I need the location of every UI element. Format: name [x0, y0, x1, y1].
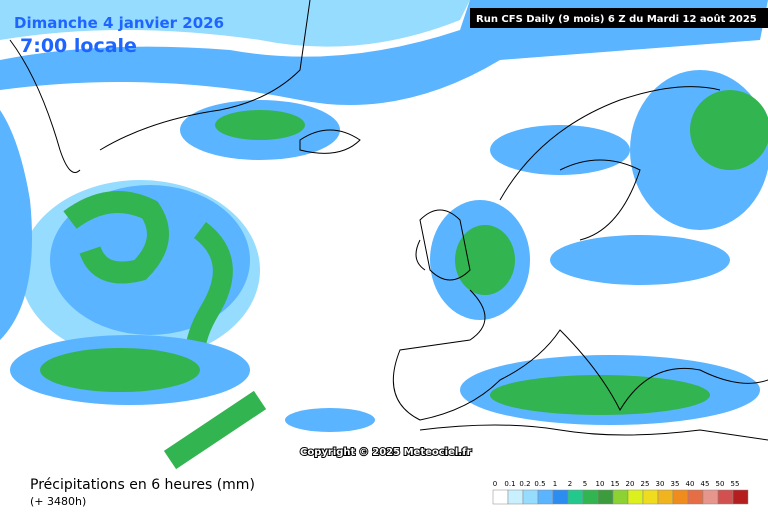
precip-area	[0, 0, 470, 47]
precip-band	[63, 191, 169, 284]
precip-area	[490, 375, 710, 415]
precip-band	[163, 390, 267, 470]
precip-area	[550, 235, 730, 285]
legend-swatch	[642, 489, 659, 505]
legend-tick: 25	[641, 480, 650, 488]
forecast-time: 7:00 locale	[20, 35, 137, 57]
legend-swatch	[732, 489, 749, 505]
legend-tick: 1	[553, 480, 557, 488]
legend-tick: 45	[701, 480, 710, 488]
product-title: Précipitations en 6 heures (mm)	[30, 477, 255, 493]
coastlines	[9, 0, 768, 441]
europe-coast	[392, 289, 768, 421]
greenland-coast	[9, 0, 311, 173]
run-info: Run CFS Daily (9 mois) 6 Z du Mardi 12 a…	[476, 13, 757, 25]
legend-swatch	[597, 489, 614, 505]
legend-tick: 40	[686, 480, 695, 488]
legend-swatch	[507, 489, 524, 505]
legend-swatch	[567, 489, 584, 505]
run-banner	[470, 8, 768, 28]
legend-tick: 10	[596, 480, 605, 488]
scandinavia-coast	[499, 86, 721, 241]
legend-swatch	[582, 489, 599, 505]
lead-time: (+ 3480h)	[30, 495, 86, 508]
legend-swatch	[552, 489, 569, 505]
legend-swatch	[612, 489, 629, 505]
precip-area	[215, 110, 305, 140]
precip-area	[0, 110, 32, 340]
legend-tick: 55	[731, 480, 740, 488]
precip-area	[40, 348, 200, 392]
legend-tick: 5	[583, 480, 587, 488]
british-isles-coast	[415, 209, 471, 281]
legend-tick: 0.2	[519, 480, 530, 488]
legend-tick: 20	[626, 480, 635, 488]
forecast-date: Dimanche 4 janvier 2026	[14, 14, 224, 32]
precip-area	[490, 125, 630, 175]
precip-area	[455, 225, 515, 295]
legend-swatch	[702, 489, 719, 505]
legend-swatch	[657, 489, 674, 505]
legend-tick: 0.1	[504, 480, 515, 488]
precip-area	[285, 408, 375, 432]
legend-tick: 0.5	[534, 480, 545, 488]
legend-tick: 35	[671, 480, 680, 488]
africa-coast	[419, 424, 768, 441]
legend-swatch	[522, 489, 539, 505]
legend-swatch	[717, 489, 734, 505]
precip-field	[0, 0, 768, 470]
legend-tick: 50	[716, 480, 725, 488]
legend-swatch	[627, 489, 644, 505]
legend-swatch	[672, 489, 689, 505]
legend-swatch	[687, 489, 704, 505]
legend-swatch	[537, 489, 554, 505]
legend-tick: 30	[656, 480, 665, 488]
legend: 0 0.1 0.2 0.5 1 2 5 10 15 20 25 30 35 40 45 50 55	[492, 480, 749, 505]
iceland-coast	[299, 129, 361, 154]
legend-tick: 0	[493, 480, 497, 488]
copyright: Copyright © 2025 Meteociel.fr	[300, 447, 471, 458]
precip-area	[690, 90, 768, 170]
legend-tick: 2	[568, 480, 572, 488]
legend-tick: 15	[611, 480, 620, 488]
legend-swatch	[492, 489, 509, 505]
